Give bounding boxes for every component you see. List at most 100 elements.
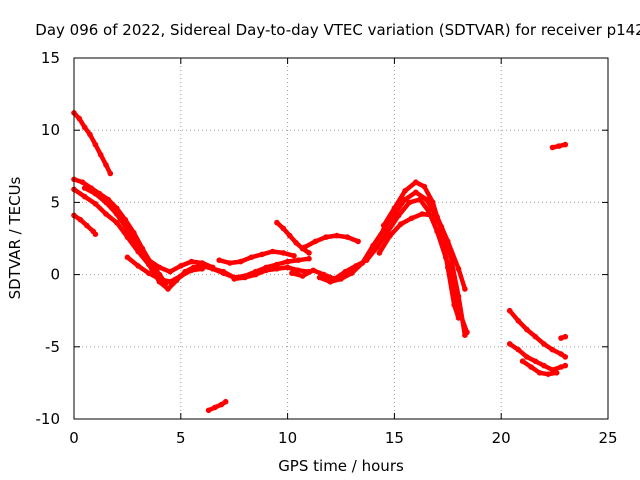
data-point [135,263,141,269]
data-point [188,267,195,274]
x-tick-label: 25 [598,429,617,447]
data-point [156,276,163,282]
series-pass-18 [506,341,569,373]
data-point [293,240,299,246]
data-point [455,315,462,321]
data-point [359,260,366,266]
data-point [413,179,419,185]
data-point [528,364,534,370]
data-point [167,279,173,285]
data-point [178,263,184,269]
series-pass-9 [231,264,312,282]
data-point [462,286,468,292]
data-point [323,234,329,240]
data-point [124,254,131,261]
series-track [210,256,312,280]
data-point [216,257,222,264]
data-point [210,266,216,272]
data-point [199,266,205,272]
series-pass-17 [506,307,569,360]
data-point [84,222,90,229]
data-point [81,124,88,131]
data-point [562,354,569,360]
data-point [199,260,205,266]
data-point [252,271,259,278]
data-point [562,362,569,369]
data-point [274,261,280,268]
data-point [406,199,413,206]
data-point [146,270,152,277]
data-point [558,364,564,370]
y-tick-label: -10 [36,410,61,428]
data-point [248,254,255,261]
data-point [338,276,344,282]
data-point [280,250,287,256]
y-tick-label: -5 [45,338,60,356]
data-point [342,268,349,275]
data-point [188,258,195,265]
data-point [321,271,327,278]
data-point [408,215,415,222]
data-point [205,407,212,414]
chart-title: Day 096 of 2022, Sidereal Day-to-day VTE… [35,21,640,39]
x-axis-label: GPS time / hours [278,457,404,475]
data-point [220,270,227,277]
data-point [541,341,547,347]
series-pass-11 [301,232,361,250]
series-track [377,211,468,338]
data-point [355,238,361,245]
data-point [376,250,383,256]
y-axis-label: SDTVAR / TECUs [6,176,24,299]
data-point [124,227,131,233]
y-tick-label: 15 [41,49,60,67]
series-pass-15 [380,179,462,321]
data-point [385,228,391,235]
data-point [167,268,173,275]
data-point [419,211,426,217]
data-point [92,190,99,197]
data-point [289,270,295,277]
data-point [301,244,308,250]
data-point [79,179,86,185]
plot-frame [73,57,609,420]
data-point [515,346,522,353]
series-pass-6 [124,254,205,285]
data-point [299,273,306,279]
data-point [398,221,404,227]
data-point [295,257,302,264]
ticks: 0 5 10 15 20 25 -10 -5 0 5 10 15 [36,49,618,447]
data-point [515,318,522,324]
data-point [562,141,569,148]
x-tick-label: 0 [69,429,79,447]
data-point [391,205,398,211]
data-point [462,332,468,339]
data-point [274,266,280,272]
data-point [103,199,109,206]
data-point [344,234,351,240]
data-point [231,276,237,282]
x-tick-label: 5 [176,429,186,447]
plot-series [71,110,569,414]
data-point [146,257,152,264]
series-pass-5 [81,185,216,275]
data-point [269,248,276,255]
data-point [549,346,556,353]
data-point [333,232,340,239]
data-point [81,185,88,191]
data-point [506,341,513,347]
data-point [280,225,287,232]
data-point [312,238,319,245]
data-point [81,193,88,200]
data-point [284,258,291,265]
x-tick-label: 15 [385,429,404,447]
data-point [536,370,543,376]
data-point [519,358,526,365]
series-pass-16 [205,398,229,414]
data-point [423,196,430,203]
data-point [524,326,530,333]
y-tick-label: 5 [50,193,60,211]
data-point [263,267,270,274]
series-pass-21 [558,333,569,341]
data-point [222,398,229,405]
data-point [451,302,458,308]
